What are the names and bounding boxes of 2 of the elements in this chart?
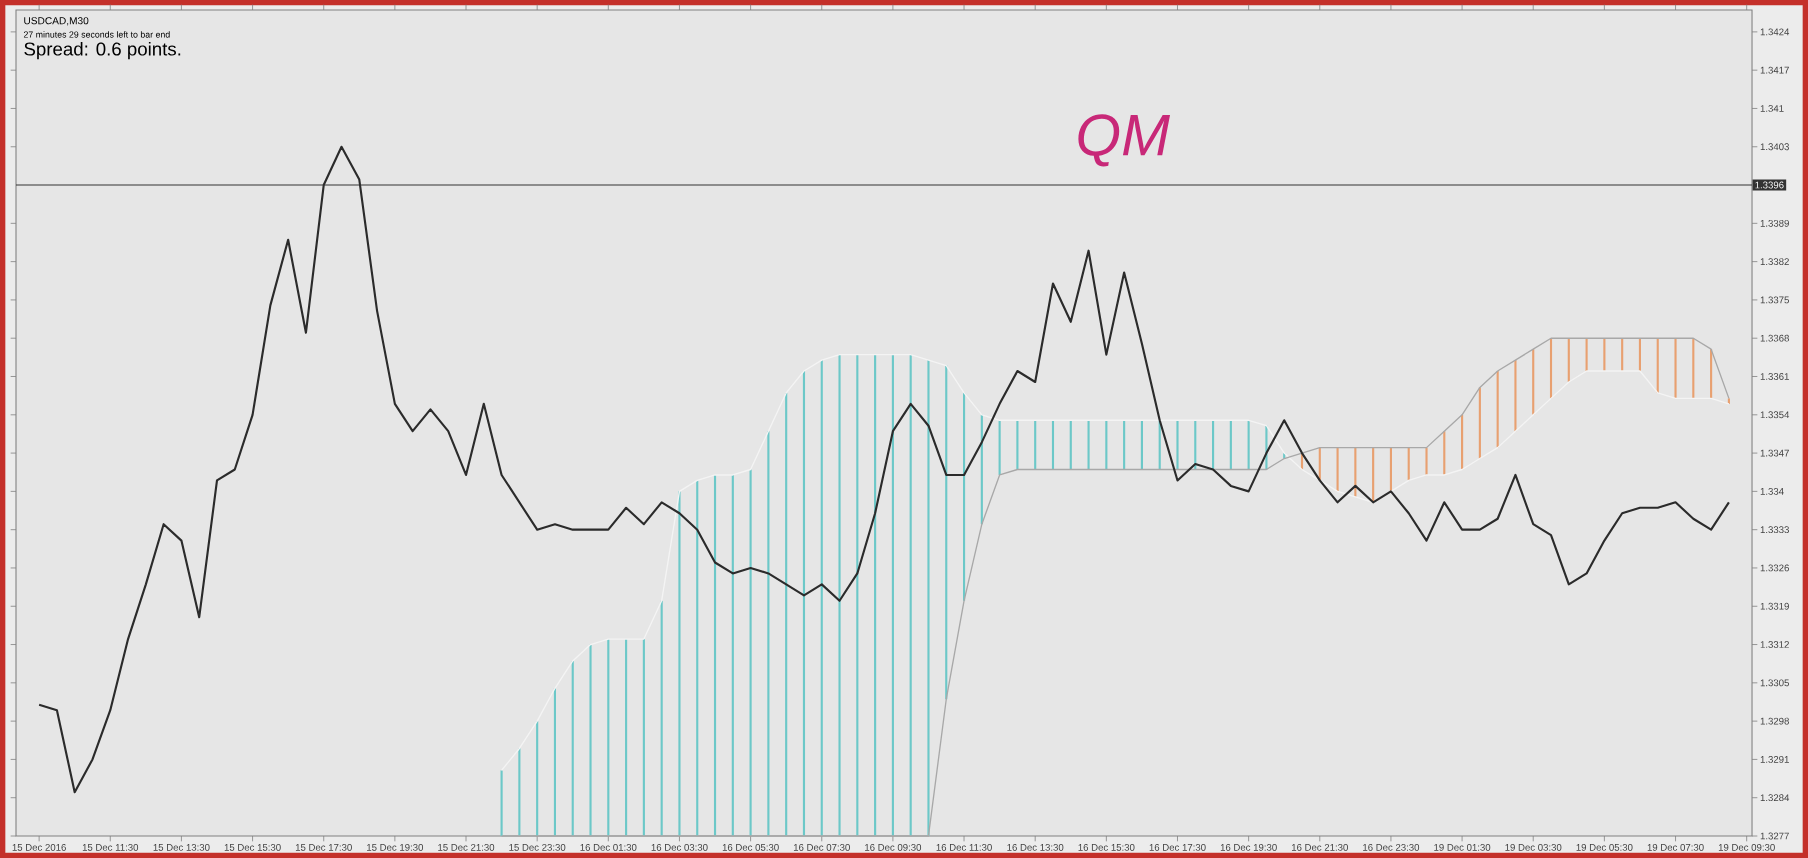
annotation: Spread: 0.6 points. xyxy=(24,41,181,60)
annotation: QM xyxy=(1078,114,1171,167)
